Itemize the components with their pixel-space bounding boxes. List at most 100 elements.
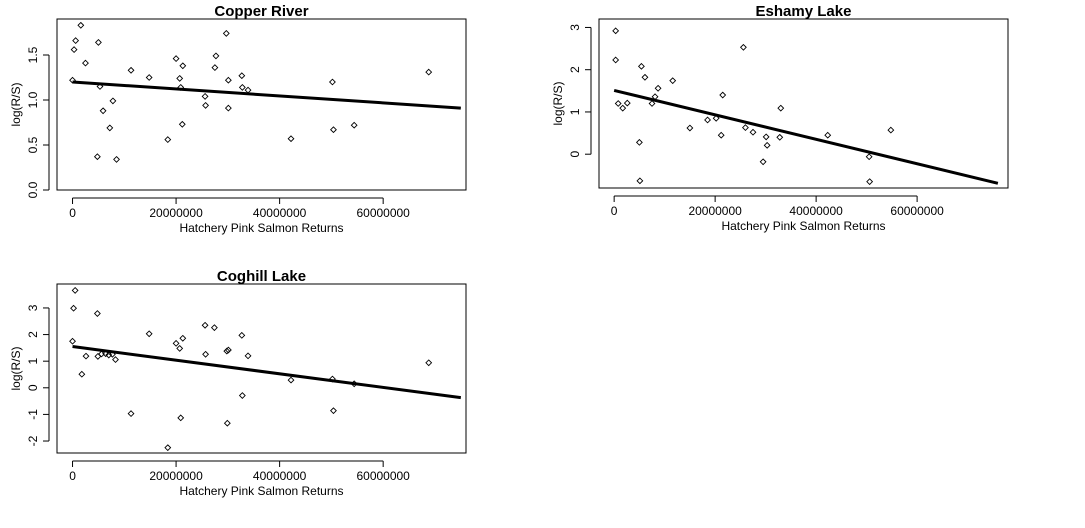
data-point (178, 120, 186, 128)
chart-title: Coghill Lake (217, 268, 306, 285)
y-axis-label: log(R/S) (551, 81, 565, 125)
data-point (224, 346, 232, 354)
data-point (176, 74, 184, 82)
data-point (641, 73, 649, 81)
plot-frame (56, 283, 467, 454)
data-point (202, 350, 210, 358)
y-tick-label: 0.5 (26, 136, 40, 153)
data-point (712, 114, 720, 122)
data-point (719, 91, 727, 99)
data-point (223, 347, 231, 355)
x-axis-label: Hatchery Pink Salmon Returns (721, 219, 885, 233)
data-point (82, 59, 89, 67)
data-point (824, 131, 832, 139)
data-point (179, 62, 187, 70)
regression-line (72, 80, 461, 110)
data-point (330, 126, 337, 134)
data-point (93, 310, 101, 317)
data-point (172, 339, 180, 347)
x-tick-label: 60000000 (356, 469, 410, 483)
copper-river-panel: Copper River 0 20000000 40000000 60000000 Hat… (9, 3, 467, 235)
data-point (78, 370, 86, 378)
y-tick-label: 3 (26, 304, 40, 311)
regression-line (613, 88, 999, 185)
data-point (177, 414, 185, 422)
data-point (887, 126, 895, 134)
y-tick-label: 0.0 (26, 181, 40, 198)
y-tick-label: 1 (26, 358, 40, 365)
data-point (238, 72, 246, 80)
x-axis-label: Hatchery Pink Salmon Returns (179, 484, 343, 498)
data-point (244, 352, 252, 360)
x-tick-label: 20000000 (149, 469, 203, 483)
data-point (164, 444, 172, 452)
data-point (112, 356, 119, 364)
y-tick-label: 3 (568, 24, 582, 31)
x-axis-label: Hatchery Pink Salmon Returns (179, 221, 343, 235)
data-point (287, 135, 295, 143)
data-point (648, 100, 656, 107)
data-point (762, 133, 770, 141)
chart-title: Eshamy Lake (756, 3, 852, 20)
data-point (106, 124, 114, 132)
x-tick-label: 40000000 (253, 469, 307, 483)
data-point (70, 46, 78, 54)
data-point (612, 27, 620, 35)
data-point (202, 101, 210, 109)
data-point (94, 38, 102, 46)
x-tick-label: 60000000 (356, 206, 410, 220)
y-tick-label: 0 (26, 384, 40, 391)
chart-title: Copper River (214, 3, 308, 20)
regression-line (72, 345, 462, 400)
data-point (77, 21, 85, 29)
data-point (109, 97, 117, 105)
x-tick-label: 0 (69, 206, 76, 220)
data-point (145, 330, 153, 338)
x-tick-label: 40000000 (789, 204, 843, 218)
data-point (704, 116, 711, 124)
data-point (113, 155, 120, 163)
data-point (612, 56, 620, 64)
y-tick-label: 0 (568, 151, 582, 158)
data-point (739, 43, 747, 51)
data-point (176, 344, 184, 352)
data-point (749, 128, 757, 136)
y-axis-label: log(R/S) (9, 346, 23, 390)
y-axis-label: log(R/S) (9, 82, 23, 126)
data-point (222, 29, 230, 37)
x-tick-label: 20000000 (688, 204, 742, 218)
data-point (212, 52, 220, 60)
data-point (776, 133, 784, 141)
data-point (224, 104, 232, 112)
data-point (328, 78, 336, 86)
data-point (179, 334, 187, 342)
data-point (614, 100, 622, 107)
data-point (238, 392, 246, 399)
data-point (145, 74, 153, 81)
data-point (127, 410, 135, 418)
x-tick-label: 20000000 (149, 206, 203, 220)
y-tick-label: 1.0 (26, 91, 40, 108)
data-point (654, 84, 662, 92)
data-point (759, 158, 767, 166)
data-point (105, 351, 113, 359)
data-point (69, 337, 76, 345)
data-point (287, 376, 295, 384)
data-point (330, 407, 337, 415)
data-point (238, 331, 246, 339)
data-point (72, 37, 80, 45)
data-point (82, 352, 90, 360)
data-point (96, 83, 104, 90)
data-point (777, 104, 785, 112)
data-point (99, 107, 107, 115)
y-tick-label: 2 (26, 331, 40, 338)
data-point (93, 153, 101, 161)
data-point (210, 324, 218, 332)
data-point (102, 350, 110, 358)
data-point (865, 153, 873, 161)
data-point (70, 304, 78, 312)
y-tick-label: 2 (568, 66, 582, 73)
data-point (223, 419, 231, 427)
